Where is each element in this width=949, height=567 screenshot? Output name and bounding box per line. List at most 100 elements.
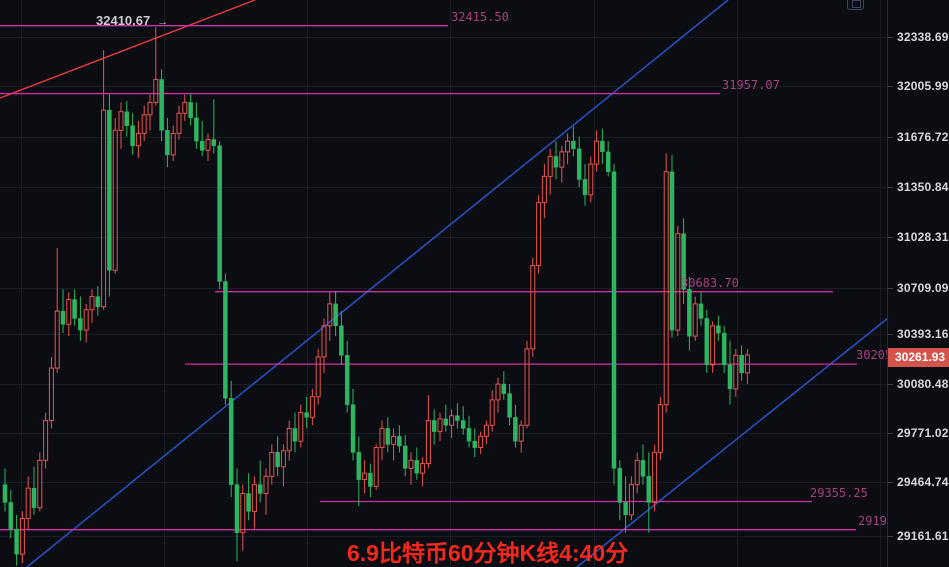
candle-body-up [141, 114, 147, 134]
price-line-label: 32415.50 [451, 9, 509, 24]
candle-body-up [657, 404, 663, 453]
candle-body-down [553, 156, 559, 168]
chart-plot-area[interactable]: 32410.67 → 6.9比特币60分钟K线4:40分 32415.50 3195… [0, 0, 888, 567]
candle-body-down [344, 355, 350, 405]
candle-body-up [692, 303, 698, 337]
blue-trendline[interactable] [576, 317, 888, 567]
y-axis-label: 32005.99 [897, 79, 949, 93]
candle-body-down [704, 318, 710, 366]
price-line-label: 29197 [858, 513, 888, 528]
candle-body-up [66, 299, 72, 325]
candle-body-up [89, 296, 95, 311]
candle-body-up [263, 475, 269, 495]
candle-body-down [246, 493, 251, 512]
candle-body-down [600, 140, 605, 153]
candle-body-down [687, 289, 692, 337]
y-axis-label: 31350.84 [897, 180, 949, 194]
candle-body-up [536, 202, 542, 266]
candle-body-down [228, 398, 234, 485]
candle-body-up [588, 163, 594, 196]
price-line-label: 30683.70 [681, 275, 739, 290]
candle-body-up [425, 419, 431, 465]
candle-body-up [298, 412, 304, 442]
candle-body-down [402, 445, 408, 469]
candle-body-down [199, 140, 205, 151]
y-axis-label: 30393.16 [897, 327, 949, 341]
candle-body-up [327, 303, 333, 327]
candlestick-chart[interactable] [0, 0, 888, 567]
candle-body-up [48, 367, 54, 421]
candle-body-up [524, 348, 530, 426]
candle-body-up [449, 415, 455, 426]
candle-body-up [675, 233, 681, 331]
candle-body-down [368, 472, 373, 487]
candle-body-down [339, 325, 344, 356]
price-axis[interactable]: 32338.69 32005.99 31676.72 31350.84 31028.31… [887, 0, 949, 567]
red-trendline[interactable] [0, 0, 256, 99]
candle-body-down [646, 476, 652, 503]
blue-trendline[interactable] [26, 0, 729, 567]
candle-body-down [159, 79, 164, 131]
price-line-label: 29355.25 [810, 485, 868, 500]
candle-body-down [623, 502, 628, 516]
candle-body-down [571, 140, 576, 150]
candle-body-up [408, 459, 414, 469]
axis-tick [888, 137, 893, 138]
candle-body-up [101, 109, 107, 308]
y-axis-label: 31028.31 [897, 230, 949, 244]
candle-body-down [211, 139, 217, 146]
high-price-value: 32410.67 [96, 13, 151, 28]
candle-body-up [379, 427, 385, 449]
candle-body-up [309, 396, 315, 418]
candle-body-down [501, 383, 507, 394]
candle-body-down [292, 428, 298, 442]
axis-tick [888, 334, 893, 335]
arrow-right-icon: → [157, 16, 169, 28]
candle-body-down [698, 303, 704, 319]
candle-body-down [669, 171, 675, 331]
candle-body-down [513, 417, 518, 442]
candle-body-up [205, 139, 211, 151]
axis-tick [888, 288, 893, 289]
candle-body-down [2, 484, 8, 503]
candle-body-down [611, 171, 617, 469]
candle-body-down [443, 418, 449, 426]
candle-body-up [251, 484, 257, 512]
candle-body-up [628, 484, 634, 516]
candle-body-down [107, 109, 112, 271]
candle-body-down [72, 299, 77, 319]
candle-body-up [594, 140, 600, 165]
candle-body-up [269, 451, 275, 477]
candle-body-up [483, 424, 489, 437]
candle-body-up [437, 418, 443, 433]
candle-body-down [14, 528, 19, 555]
candle-body-up [710, 325, 716, 366]
candle-body-down [95, 296, 101, 308]
axis-tick [888, 384, 893, 385]
candle-body-up [478, 435, 484, 449]
candle-body-down [640, 460, 646, 477]
candle-body-up [83, 309, 89, 331]
candle-body-up [518, 424, 524, 442]
candle-body-up [541, 175, 547, 204]
candle-body-up [135, 132, 141, 147]
candle-body-up [321, 325, 327, 358]
chart-caption: 6.9比特币60分钟K线4:40分 [347, 540, 629, 566]
candle-body-down [223, 281, 228, 399]
maximize-icon[interactable] [847, 0, 864, 10]
high-price-note: 32410.67 → [96, 13, 168, 28]
candle-body-down [414, 460, 420, 474]
candle-body-up [565, 140, 571, 153]
candle-body-up [280, 450, 286, 468]
y-axis-label: 32338.69 [897, 30, 949, 44]
axis-tick [888, 86, 893, 87]
candle-body-up [182, 101, 188, 114]
y-axis-label: 30709.09 [897, 281, 949, 295]
y-axis-label: 29771.02 [897, 426, 949, 440]
candle-body-down [217, 145, 222, 282]
candle-body-up [240, 493, 246, 534]
y-axis-label: 30080.48 [897, 377, 949, 391]
price-line-label: 30205 [856, 348, 888, 363]
candle-body-down [165, 130, 170, 156]
